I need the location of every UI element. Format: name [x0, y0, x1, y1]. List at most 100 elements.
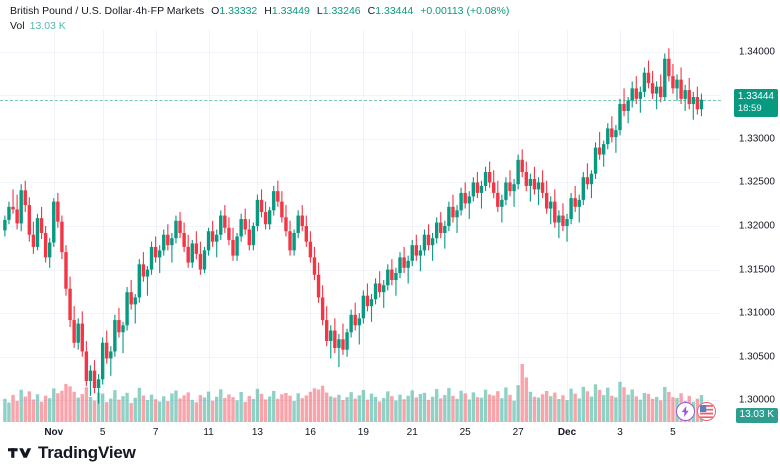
candle-body [699, 99, 704, 110]
volume-bar [194, 402, 199, 422]
candle-body [320, 297, 325, 321]
volume-bar [361, 389, 366, 422]
candle-wick [586, 163, 588, 190]
volume-bar [39, 401, 44, 422]
broker-name[interactable]: FP Markets [150, 5, 205, 17]
candle-body [109, 351, 113, 359]
candle-body [459, 192, 463, 211]
price-axis-tick: 1.33000 [738, 133, 775, 145]
candle-body [386, 269, 390, 286]
lightning-bolt-icon[interactable] [676, 402, 695, 421]
volume-bar [11, 394, 15, 422]
candle-body [402, 257, 406, 268]
time-axis[interactable]: Nov 5 7 11 13 16 19 21 25 27 Dec 3 5 [0, 422, 721, 448]
volume-bar [443, 395, 447, 422]
candle-body [300, 215, 304, 226]
candle-wick [623, 88, 625, 117]
candle-body [43, 232, 48, 258]
volume-bar [398, 394, 402, 422]
candle-body [642, 72, 647, 92]
volume-bar [56, 393, 60, 422]
candle-body [198, 253, 203, 270]
volume-bar [219, 389, 223, 422]
candle-body [267, 210, 272, 225]
interval-label[interactable]: 4h [135, 5, 148, 17]
volume-bar [386, 391, 390, 422]
volume-bar [642, 393, 647, 422]
candle-body [479, 185, 484, 193]
candle-body [447, 206, 451, 226]
candle-body [528, 178, 533, 186]
volume-bar [3, 398, 7, 422]
candle-body [166, 234, 170, 246]
candle-wick [444, 220, 446, 249]
candle-body [255, 199, 260, 226]
volume-bar [320, 385, 325, 422]
close-value: 1.33444 [375, 5, 414, 17]
time-axis-tick: 3 [617, 427, 623, 438]
volume-bar [565, 400, 569, 422]
legend-separator-2: · [147, 5, 151, 17]
candle-body [137, 264, 142, 298]
gridline-vertical [518, 30, 519, 422]
volume-badge: 13.03 K [735, 408, 778, 423]
volume-bar [125, 392, 129, 422]
volume-bar [141, 395, 146, 422]
volume-bar [292, 400, 296, 422]
volume-bar [157, 401, 162, 422]
candle-body [52, 201, 56, 243]
candle-body [365, 295, 370, 307]
volume-bar [532, 396, 537, 422]
volume-bar [646, 393, 651, 422]
candle-body [345, 332, 349, 350]
candle-body [463, 192, 467, 204]
volume-bar [618, 381, 622, 422]
price-axis[interactable]: 1.33444 18:59 13.03 K 1.340001.335001.33… [721, 30, 780, 423]
candle-body [418, 250, 423, 256]
tradingview-logo[interactable]: TradingView [8, 443, 136, 463]
volume-bar [133, 397, 137, 422]
candle-body [557, 215, 561, 223]
volume-bar [329, 396, 333, 422]
candle-body [206, 231, 211, 251]
time-axis-tick: Nov [44, 427, 64, 438]
candle-body [88, 370, 93, 382]
candle-body [597, 147, 602, 155]
candle-body [500, 199, 504, 207]
candle-body [133, 297, 137, 305]
volume-series [3, 364, 704, 422]
candle-body [483, 171, 488, 186]
time-axis-tick: Dec [557, 427, 577, 438]
candle-body [296, 215, 300, 233]
price-axis-tick: 1.31500 [738, 264, 775, 276]
volume-bar [561, 395, 565, 422]
volume-bar [569, 388, 573, 422]
gridline-vertical [363, 30, 364, 422]
candle-body [614, 130, 618, 138]
gridline-vertical [209, 30, 210, 422]
volume-bar [121, 396, 125, 422]
volume-bar [243, 401, 247, 422]
chart-plot-area[interactable] [0, 30, 722, 423]
volume-bar [430, 396, 435, 422]
volume-bar [263, 399, 268, 422]
volume-bar [451, 395, 455, 422]
symbol-name[interactable]: British Pound / U.S. Dollar [10, 5, 132, 17]
candle-wick [432, 232, 434, 261]
candle-body [496, 192, 500, 207]
time-axis-tick: 5 [99, 427, 106, 438]
volume-bar [316, 389, 321, 422]
us-flag-icon[interactable] [697, 402, 716, 421]
volume-bar [235, 400, 239, 422]
candle-wick [383, 280, 385, 308]
candle-body [601, 144, 606, 155]
volume-bar [597, 389, 602, 422]
candle-body [569, 198, 573, 220]
volume-bar [365, 399, 370, 422]
gridline-vertical [673, 30, 674, 422]
volume-bar [210, 400, 215, 422]
volume-bar [255, 388, 260, 422]
volume-bar [162, 396, 166, 422]
candle-body [581, 177, 586, 200]
